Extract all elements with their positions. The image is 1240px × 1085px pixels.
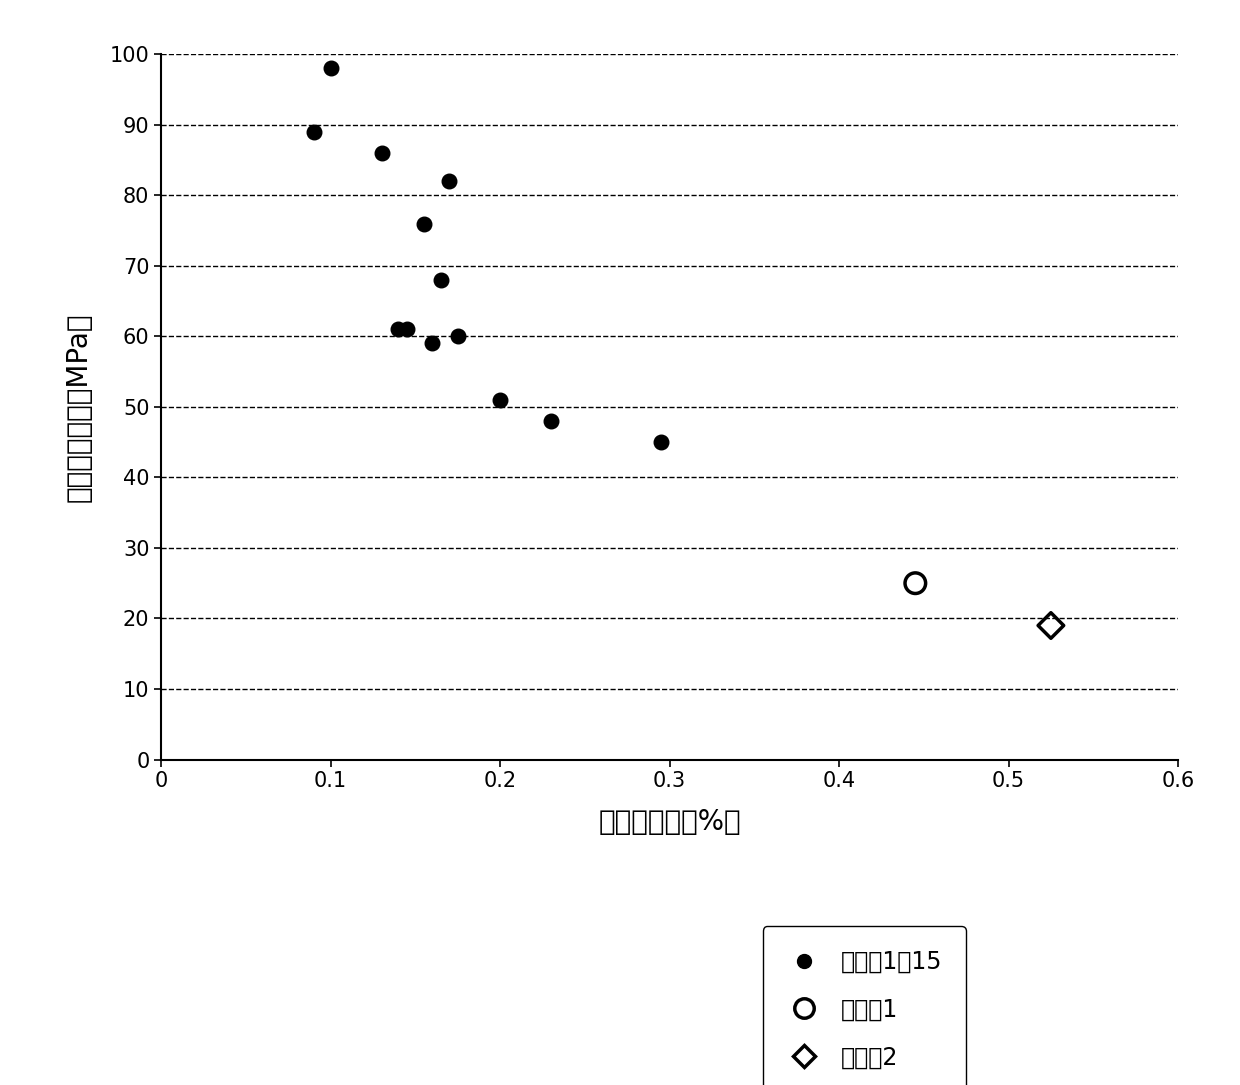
Legend: 实施例1～15, 比较例1, 比较例2: 实施例1～15, 比较例1, 比较例2 xyxy=(763,927,966,1085)
Point xyxy=(651,434,671,451)
Point xyxy=(448,328,467,345)
Point xyxy=(304,123,324,140)
X-axis label: 碳酸锂（质量%）: 碳酸锂（质量%） xyxy=(598,808,742,835)
Point xyxy=(423,334,443,352)
Point xyxy=(397,321,417,339)
Point xyxy=(490,391,510,408)
Point xyxy=(1042,616,1061,634)
Y-axis label: 粒子破坏强度（MPa）: 粒子破坏强度（MPa） xyxy=(64,312,93,501)
Point xyxy=(541,412,560,430)
Point xyxy=(439,173,459,190)
Point xyxy=(372,144,392,162)
Point xyxy=(905,575,925,592)
Point xyxy=(321,60,341,77)
Point xyxy=(388,321,408,339)
Point xyxy=(432,271,451,289)
Point xyxy=(414,215,434,232)
